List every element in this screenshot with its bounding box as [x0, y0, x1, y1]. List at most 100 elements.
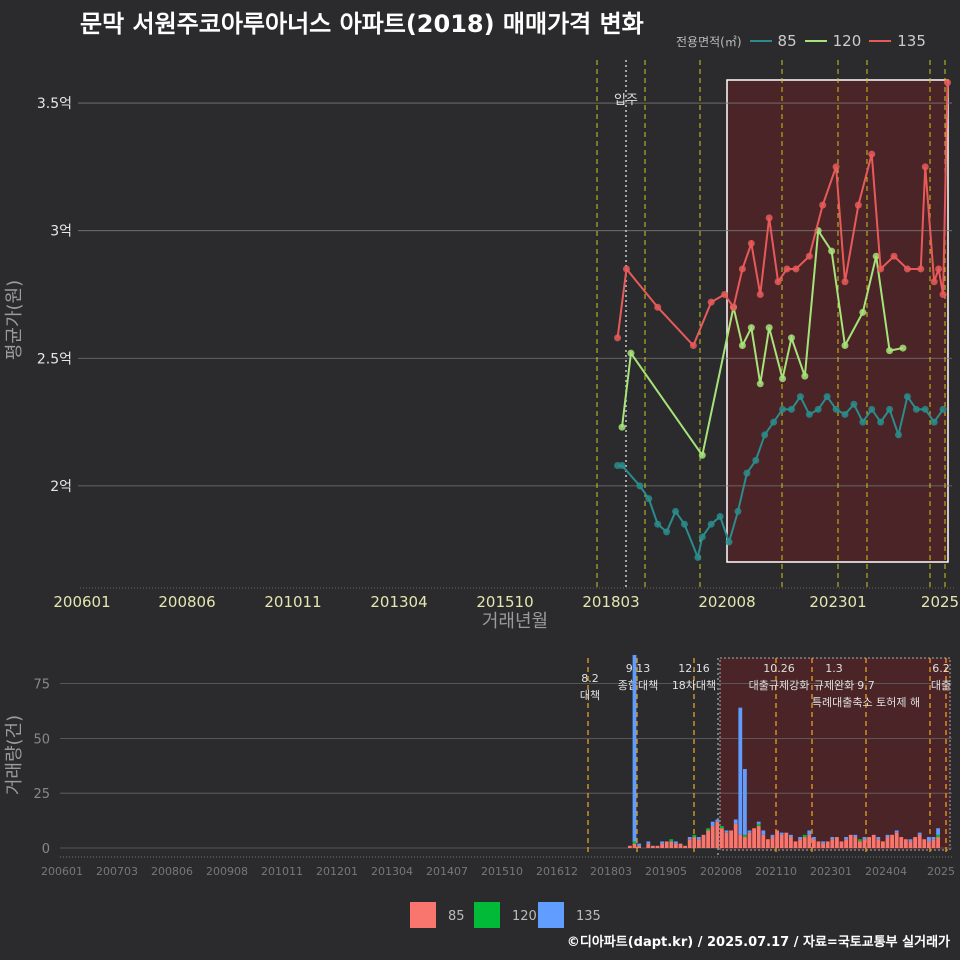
- data-point-135: [930, 278, 938, 286]
- volume-bar-135: [807, 830, 812, 835]
- data-point-135: [774, 278, 782, 286]
- data-point-85: [930, 418, 938, 426]
- volume-bar-85: [706, 830, 710, 848]
- data-point-135: [721, 290, 729, 298]
- x-tick-label-volume: 200601: [41, 865, 83, 878]
- x-tick-label-volume: 201612: [536, 865, 578, 878]
- volume-bar-135: [917, 832, 922, 835]
- volume-bar-135: [908, 839, 913, 842]
- data-point-135: [935, 265, 943, 273]
- volume-bar-135: [747, 830, 752, 833]
- volume-bar-85: [894, 832, 899, 848]
- volume-bar-85: [669, 841, 674, 848]
- volume-bar-85: [830, 839, 835, 848]
- volume-bar-120: [756, 823, 761, 827]
- data-point-85: [868, 405, 876, 413]
- legend-swatch-135: [538, 902, 564, 928]
- volume-bar-85: [798, 839, 802, 848]
- volume-bar-85: [784, 832, 789, 848]
- data-point-135: [792, 265, 800, 273]
- volume-bar-135: [853, 834, 858, 838]
- data-point-135: [730, 303, 737, 311]
- volume-bar-85: [931, 839, 936, 848]
- volume-bar-85: [766, 839, 770, 848]
- legend-bottom-label: 135: [576, 909, 601, 924]
- highlight-region-volume: [719, 657, 951, 851]
- event-text-label: 대책: [580, 689, 600, 702]
- data-point-120: [738, 342, 746, 350]
- data-point-120: [872, 252, 880, 260]
- x-tick-label-volume: 202008: [700, 865, 742, 878]
- data-point-135: [783, 265, 791, 273]
- event-date-label: 10.26: [763, 662, 795, 675]
- volume-bar-85: [632, 843, 637, 848]
- volume-bar-85: [692, 837, 697, 848]
- volume-bar-85: [816, 841, 821, 848]
- volume-bar-135: [697, 837, 701, 840]
- legend-swatch-120: [474, 902, 500, 928]
- data-point-85: [663, 528, 671, 536]
- event-text-label: 특례대출축소 토허제 해: [812, 695, 920, 709]
- volume-bar-135: [885, 834, 890, 838]
- volume-bar-85: [825, 841, 830, 848]
- data-point-120: [779, 375, 787, 383]
- volume-bar-85: [674, 843, 678, 848]
- volume-bar-85: [807, 834, 812, 848]
- x-tick-label-volume: 201407: [426, 865, 468, 878]
- data-point-85: [654, 520, 662, 528]
- x-tick-label-volume: 201510: [481, 865, 523, 878]
- volume-bar-85: [913, 837, 917, 848]
- data-point-135: [622, 265, 630, 273]
- data-point-85: [850, 400, 858, 408]
- data-point-85: [725, 538, 733, 546]
- data-point-85: [894, 431, 902, 439]
- volume-bar-120: [858, 839, 862, 842]
- event-date-label: 9.7: [857, 679, 875, 692]
- data-point-85: [832, 405, 840, 413]
- event-text-label: 종합대책: [618, 679, 658, 692]
- x-tick-label: 200601: [53, 593, 110, 611]
- data-point-120: [841, 342, 849, 350]
- data-point-85: [814, 405, 822, 413]
- volume-bar-85: [862, 839, 867, 848]
- volume-bar-135: [632, 655, 637, 842]
- data-point-85: [886, 405, 894, 413]
- data-point-85: [787, 405, 795, 413]
- volume-bar-85: [904, 839, 908, 848]
- volume-bar-85: [701, 834, 706, 848]
- volume-bar-135: [733, 819, 738, 824]
- y-tick-label: 3억: [50, 224, 72, 240]
- data-point-120: [787, 334, 795, 342]
- data-point-120: [618, 423, 626, 431]
- data-point-85: [672, 507, 680, 515]
- legend-item-120: 120: [804, 32, 861, 50]
- volume-bar-135: [931, 837, 936, 840]
- volume-bar-135: [821, 841, 825, 844]
- x-tick-label-volume: 202301: [810, 865, 852, 878]
- data-point-85: [716, 513, 724, 521]
- x-tick-label: 201304: [370, 593, 427, 611]
- volume-bar-85: [683, 845, 687, 848]
- volume-bar-135: [789, 834, 793, 838]
- data-point-85: [761, 431, 769, 439]
- x-tick-label-volume: 201905: [645, 865, 687, 878]
- volume-bar-135: [830, 837, 835, 840]
- volume-bar-135: [812, 837, 816, 840]
- volume-bar-120: [936, 834, 940, 838]
- volume-bar-85: [881, 841, 885, 848]
- volume-bar-135: [660, 841, 664, 844]
- data-point-85: [823, 393, 831, 401]
- data-point-135: [877, 265, 885, 273]
- volume-bar-85: [885, 837, 890, 848]
- data-point-135: [805, 252, 813, 260]
- data-point-135: [868, 150, 876, 158]
- volume-bar-85: [789, 837, 793, 848]
- volume-bar-135: [738, 707, 743, 835]
- volume-bar-120: [743, 834, 747, 838]
- volume-bar-85: [678, 843, 683, 848]
- data-point-135: [890, 252, 898, 260]
- data-point-85: [796, 393, 804, 401]
- data-point-135: [689, 342, 697, 350]
- legend-bottom-label: 85: [448, 909, 465, 924]
